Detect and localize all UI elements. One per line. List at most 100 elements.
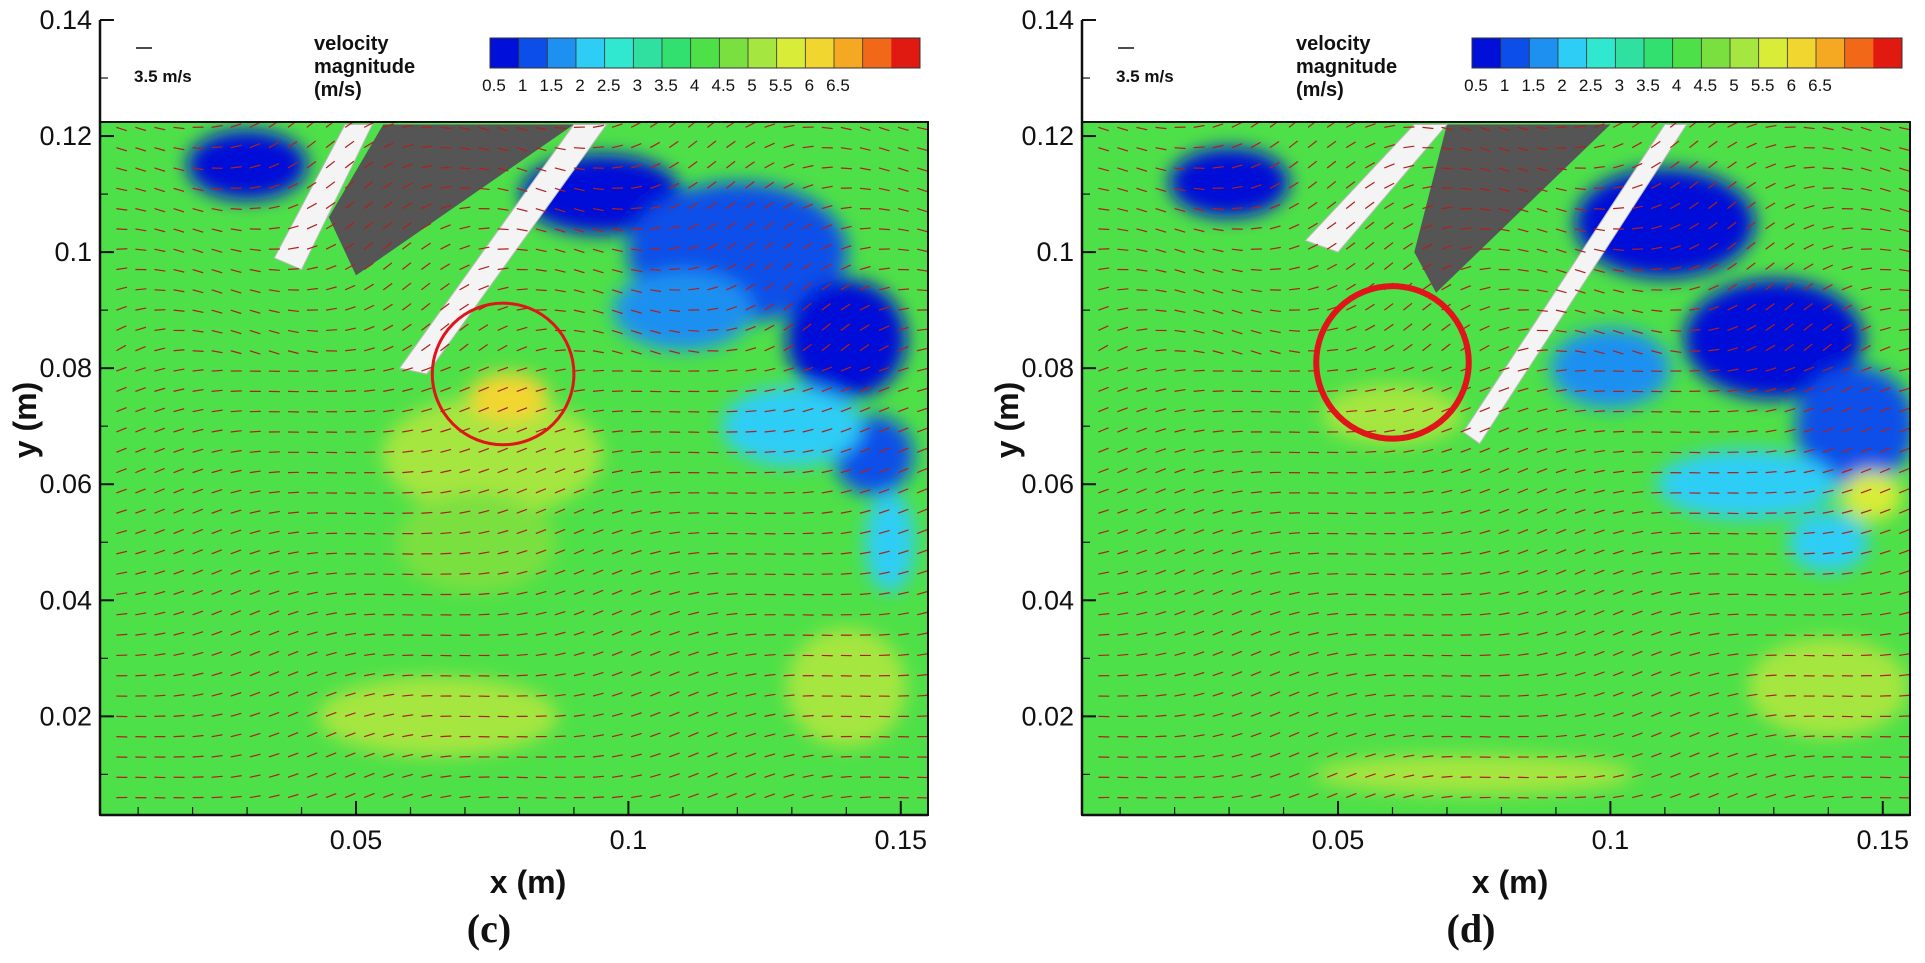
legend-title-line: magnitude (314, 56, 415, 78)
velocity-vector (497, 344, 508, 352)
velocity-vector (1517, 328, 1529, 332)
velocity-vector (611, 630, 623, 636)
velocity-vector (821, 366, 833, 372)
velocity-vector (611, 692, 623, 697)
velocity-vector (802, 145, 814, 149)
velocity-vector (516, 508, 528, 514)
velocity-vector (1555, 309, 1567, 314)
velocity-vector (497, 612, 509, 616)
velocity-vector (154, 632, 166, 636)
velocity-vector (1326, 140, 1337, 149)
high-velocity-region (1841, 470, 1902, 521)
velocity-vector (173, 167, 185, 172)
velocity-vector (745, 692, 757, 697)
high-velocity-region (1748, 637, 1909, 738)
velocity-vector (1746, 693, 1758, 697)
velocity-vector (1784, 164, 1796, 169)
velocity-vector (649, 610, 661, 616)
velocity-vector (497, 550, 509, 555)
velocity-vector (1212, 350, 1224, 355)
velocity-vector (1613, 795, 1625, 799)
velocity-vector (554, 349, 566, 352)
high-velocity-region (1314, 754, 1635, 795)
velocity-vector (230, 549, 242, 555)
velocity-vector (1269, 122, 1279, 128)
velocity-vector (1250, 530, 1262, 535)
velocity-vector (573, 329, 585, 333)
velocity-vector (1460, 592, 1472, 596)
velocity-vector (1517, 427, 1529, 433)
velocity-vector (421, 449, 433, 453)
velocity-vector (1727, 430, 1739, 433)
velocity-vector (1117, 633, 1129, 636)
velocity-vector (1536, 508, 1548, 514)
velocity-vector (1422, 224, 1433, 230)
velocity-vector (1384, 387, 1396, 392)
velocity-vector (1136, 488, 1147, 494)
velocity-vector (459, 572, 471, 575)
velocity-vector (554, 468, 566, 474)
velocity-vector (1327, 632, 1339, 636)
velocity-vector (1231, 248, 1243, 252)
velocity-vector (1326, 672, 1338, 677)
velocity-vector (573, 755, 585, 758)
velocity-vector (249, 774, 261, 778)
velocity-vector (1231, 691, 1243, 697)
velocity-vector (1250, 711, 1262, 717)
velocity-vector (192, 549, 204, 555)
velocity-vector (1098, 447, 1109, 453)
y-tick-label: 0.1 (54, 237, 92, 267)
velocity-vector (592, 187, 604, 191)
velocity-vector (116, 529, 128, 535)
velocity-vector (364, 430, 376, 433)
velocity-vector (154, 694, 166, 697)
x-tick-label: 0.15 (874, 825, 927, 855)
velocity-vector (1098, 167, 1110, 172)
velocity-vector (421, 366, 432, 372)
velocity-vector (764, 142, 775, 149)
velocity-vector (325, 264, 337, 271)
velocity-vector (1651, 691, 1662, 697)
velocity-vector (1193, 529, 1205, 535)
velocity-vector (1784, 408, 1796, 413)
velocity-vector (821, 448, 833, 453)
velocity-vector (1098, 187, 1110, 192)
velocity-vector (154, 570, 166, 575)
velocity-vector (1212, 569, 1224, 575)
velocity-vector (688, 266, 700, 271)
velocity-vector (1822, 468, 1834, 474)
velocity-vector (1288, 752, 1300, 758)
velocity-vector (1098, 468, 1109, 474)
velocity-vector (1155, 448, 1167, 453)
velocity-vector (1155, 528, 1166, 535)
low-velocity-region (1550, 328, 1671, 409)
velocity-vector (383, 673, 395, 677)
velocity-vector (1879, 228, 1891, 232)
velocity-vector (135, 653, 147, 657)
velocity-vector (1879, 346, 1891, 352)
velocity-vector (1269, 711, 1281, 717)
velocity-vector (268, 309, 280, 314)
velocity-vector (707, 552, 719, 555)
velocity-vector (1803, 263, 1814, 271)
velocity-vector (135, 346, 146, 352)
velocity-vector (1612, 329, 1624, 335)
velocity-vector (592, 569, 604, 575)
velocity-vector (821, 531, 833, 535)
velocity-vector (1574, 449, 1586, 453)
velocity-vector (592, 146, 605, 149)
velocity-vector (1403, 794, 1415, 799)
x-axis-title: x (m) (490, 864, 566, 900)
velocity-vector (1384, 429, 1396, 433)
velocity-vector (497, 228, 509, 231)
legend-swatch (662, 38, 692, 68)
velocity-vector (1822, 531, 1834, 535)
velocity-vector (1670, 266, 1682, 271)
velocity-vector (1898, 248, 1910, 253)
velocity-vector (1403, 242, 1413, 250)
velocity-vector (421, 428, 433, 433)
velocity-vector (1212, 430, 1224, 433)
velocity-vector (211, 146, 223, 149)
velocity-vector (1307, 772, 1319, 778)
velocity-vector (1708, 327, 1720, 332)
